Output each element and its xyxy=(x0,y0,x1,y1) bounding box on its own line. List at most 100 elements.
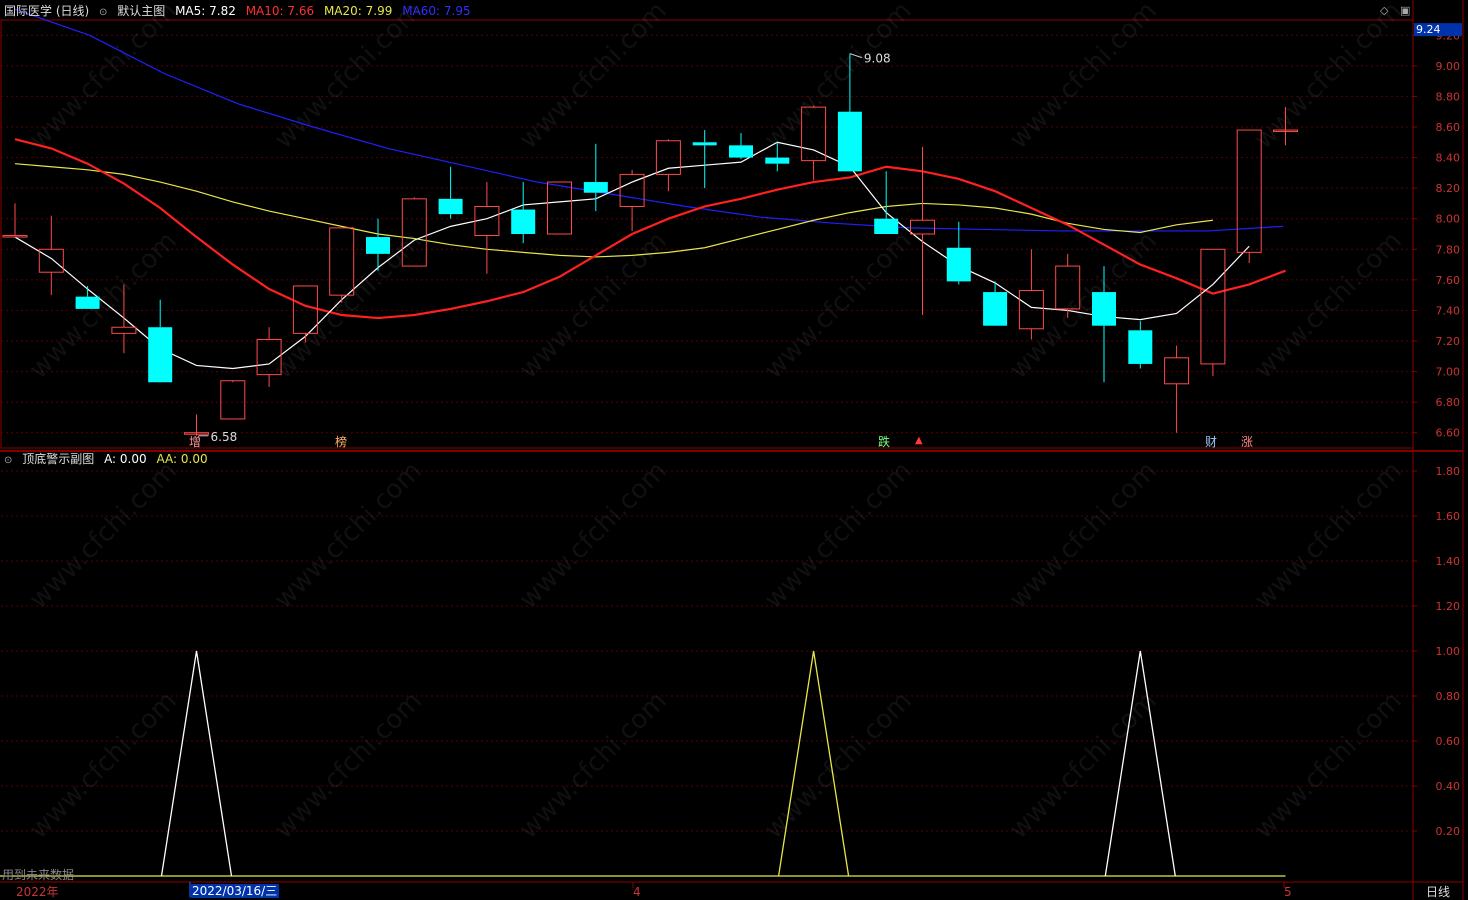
candle xyxy=(1092,266,1116,383)
sub-tick-label: 0.40 xyxy=(1436,780,1461,793)
watermark-text: www.cfchi.com xyxy=(269,686,428,845)
main-panel-header: 国际医学 (日线) ⊙ 默认主图 MA5: 7.82 MA10: 7.66 MA… xyxy=(4,4,477,20)
candle-body-up xyxy=(474,205,500,237)
watermark-text: www.cfchi.com xyxy=(1249,0,1408,155)
ma10-legend: MA10: 7.66 xyxy=(245,4,315,18)
candle-body-up xyxy=(619,173,645,207)
ma60-line xyxy=(14,8,1284,232)
period-button[interactable]: 日线 xyxy=(1426,885,1451,899)
high-annotation-pointer xyxy=(849,53,863,59)
candle xyxy=(329,227,355,303)
stock-name[interactable]: 国际医学 (日线) xyxy=(4,4,90,18)
candle xyxy=(1055,253,1081,319)
candle xyxy=(474,182,500,274)
candle-body-down xyxy=(1128,330,1153,364)
candle-body-up xyxy=(910,219,935,235)
candle xyxy=(983,281,1008,326)
main-tick-label: 9.00 xyxy=(1436,60,1461,73)
chevron-down-icon[interactable]: ⊙ xyxy=(4,455,13,466)
candle-body-up xyxy=(38,248,64,273)
candle xyxy=(111,284,137,354)
future-data-note: 用到未来数据 xyxy=(2,868,75,882)
candle xyxy=(655,139,681,192)
candle xyxy=(511,182,536,244)
candle-body-up xyxy=(547,181,572,235)
candle-body-up xyxy=(401,198,427,267)
main-tick-label: 8.40 xyxy=(1436,152,1461,165)
main-tick-label: 8.80 xyxy=(1436,90,1461,103)
candle xyxy=(874,171,899,234)
candle-body-down xyxy=(765,157,790,164)
candle xyxy=(401,197,427,267)
candle xyxy=(801,105,827,181)
candle xyxy=(366,218,390,271)
a-legend: A: 0.00 xyxy=(104,452,147,466)
main-tick-label: 7.80 xyxy=(1436,243,1461,256)
candle xyxy=(910,146,935,316)
main-tick-label: 6.60 xyxy=(1436,427,1461,440)
candle xyxy=(184,414,209,436)
candle-body-down xyxy=(983,292,1008,326)
watermark-text: www.cfchi.com xyxy=(1249,456,1408,615)
watermark-text: www.cfchi.com xyxy=(514,0,673,155)
candle xyxy=(220,380,246,420)
sub-tick-label: 1.00 xyxy=(1436,645,1461,658)
chart-name[interactable]: 默认主图 xyxy=(117,4,166,18)
diamond-icon[interactable]: ◇ xyxy=(1380,4,1389,17)
signal-label-2: 榜 xyxy=(335,435,348,449)
candle-body-up xyxy=(111,326,137,334)
sub-tick-label: 1.40 xyxy=(1436,555,1461,568)
candle xyxy=(619,169,645,231)
aa-legend: AA: 0.00 xyxy=(156,452,208,466)
sub-panel-header: ⊙ 顶底警示副图 A: 0.00 AA: 0.00 xyxy=(4,452,214,468)
ma20-legend: MA20: 7.99 xyxy=(323,4,393,18)
main-plot-frame xyxy=(0,19,1414,449)
sub-tick-label: 0.60 xyxy=(1436,735,1461,748)
sub-panel-title[interactable]: 顶底警示副图 xyxy=(22,452,95,466)
candle xyxy=(946,221,971,285)
candle-body-up xyxy=(184,432,209,435)
chevron-down-icon[interactable]: ⊙ xyxy=(99,7,108,18)
candle xyxy=(292,285,318,343)
signal-label-5: 涨 xyxy=(1241,435,1254,449)
month-label-4: 4 xyxy=(633,885,641,899)
candle-body-down xyxy=(511,209,536,234)
candle-body-up xyxy=(1018,290,1044,330)
candle-body-down xyxy=(583,182,608,193)
watermark-text: www.cfchi.com xyxy=(514,456,673,615)
a-peak-line xyxy=(1104,650,1176,877)
candle xyxy=(1164,345,1190,433)
candle-body-up xyxy=(220,380,246,420)
candle xyxy=(1273,107,1298,146)
candle xyxy=(1236,129,1262,264)
candle xyxy=(75,285,100,309)
sub-tick-label: 1.80 xyxy=(1436,465,1461,478)
year-label: 2022年 xyxy=(16,885,59,899)
watermark-text: www.cfchi.com xyxy=(1249,686,1408,845)
candle xyxy=(148,299,173,383)
candle-body-up xyxy=(1055,265,1081,310)
candle-body-up xyxy=(801,106,827,162)
signal-label-1: 增 xyxy=(189,435,202,449)
candle xyxy=(2,203,28,238)
watermark-text: www.cfchi.com xyxy=(269,0,428,155)
candle xyxy=(1128,321,1153,369)
watermark-text: www.cfchi.com xyxy=(1004,456,1163,615)
candle-body-down xyxy=(438,198,463,215)
arrow-up-icon: ▲ xyxy=(915,435,923,446)
watermark-text: www.cfchi.com xyxy=(24,456,183,615)
candle xyxy=(1200,248,1226,377)
candle-body-up xyxy=(256,338,282,376)
main-tick-label: 6.80 xyxy=(1436,396,1461,409)
ma10-line xyxy=(14,138,1286,320)
watermark-text: www.cfchi.com xyxy=(759,456,918,615)
watermark-text: www.cfchi.com xyxy=(24,0,183,155)
ma60-legend: MA60: 7.95 xyxy=(402,4,471,18)
window-icon[interactable]: ▣ xyxy=(1400,4,1411,17)
watermark-text: www.cfchi.com xyxy=(514,686,673,845)
high-annotation-label: 9.08 xyxy=(864,52,891,66)
candle-body-down xyxy=(75,296,100,309)
candle-body-down xyxy=(837,111,862,172)
